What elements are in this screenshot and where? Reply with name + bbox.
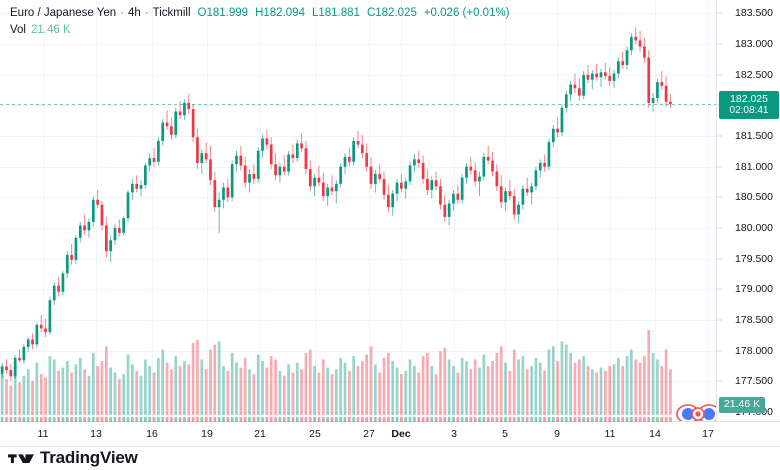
price-tick-label: 180.000 — [735, 221, 773, 234]
price-tick-dash — [717, 319, 722, 321]
time-tick-label: 13 — [90, 428, 102, 440]
time-tick-label: 27 — [363, 428, 375, 440]
price-tick-label: 181.000 — [735, 160, 773, 173]
price-tick-label: 183.500 — [735, 7, 773, 20]
price-tick-label: 183.000 — [735, 38, 773, 51]
volume-badge: 21.46 K — [719, 396, 765, 413]
current-price-value: 182.025 — [730, 92, 768, 105]
price-tick-label: 180.500 — [735, 191, 773, 204]
time-tick-label: 16 — [146, 428, 158, 440]
price-tick-label: 177.500 — [735, 375, 773, 388]
time-tick-label: 5 — [502, 428, 508, 440]
time-tick-label: 9 — [554, 428, 560, 440]
time-tick-label: 3 — [451, 428, 457, 440]
price-tick-label: 178.000 — [735, 344, 773, 357]
price-tick-dash — [717, 135, 722, 137]
candlestick-series — [0, 26, 672, 415]
tradingview-footer: TradingView — [8, 449, 138, 466]
price-tick-dash — [717, 288, 722, 290]
price-tick-dash — [717, 227, 722, 229]
price-tick-dash — [717, 350, 722, 352]
tradingview-brand-text: TradingView — [40, 448, 138, 467]
time-tick-label: 17 — [702, 428, 714, 440]
time-tick-label: 19 — [201, 428, 213, 440]
current-price-badge: 182.025 02:08:41 — [719, 90, 779, 119]
time-tick-label: 11 — [37, 428, 49, 440]
price-tick-dash — [717, 43, 722, 45]
time-tick-label: 25 — [309, 428, 321, 440]
price-tick-label: 178.500 — [735, 313, 773, 326]
bar-countdown: 02:08:41 — [729, 104, 769, 116]
tradingview-logo-icon — [8, 453, 34, 463]
time-tick-label: 21 — [254, 428, 266, 440]
price-tick-dash — [717, 196, 722, 198]
price-tick-label: 179.500 — [735, 252, 773, 265]
time-tick-label: 14 — [649, 428, 661, 440]
price-tick-dash — [717, 166, 722, 168]
chart-plot-area[interactable] — [0, 0, 716, 421]
chart-overlays — [0, 104, 716, 421]
session-color-strip — [0, 417, 672, 422]
price-tick-label: 179.000 — [735, 283, 773, 296]
time-tick-label: 11 — [604, 428, 616, 440]
price-tick-dash — [717, 258, 722, 260]
time-axis[interactable]: 11 13 16 19 21 25 27 Dec 3 5 9 11 14 17 — [0, 417, 780, 447]
price-tick-dash — [717, 380, 722, 382]
price-tick-label: 182.500 — [735, 68, 773, 81]
price-tick-dash — [717, 74, 722, 76]
price-tick-dash — [717, 12, 722, 14]
price-axis[interactable]: 183.500183.000182.500182.000181.500181.0… — [716, 0, 780, 421]
chart-gridlines — [0, 0, 716, 421]
price-tick-label: 181.500 — [735, 130, 773, 143]
time-tick-label: Dec — [391, 428, 411, 440]
